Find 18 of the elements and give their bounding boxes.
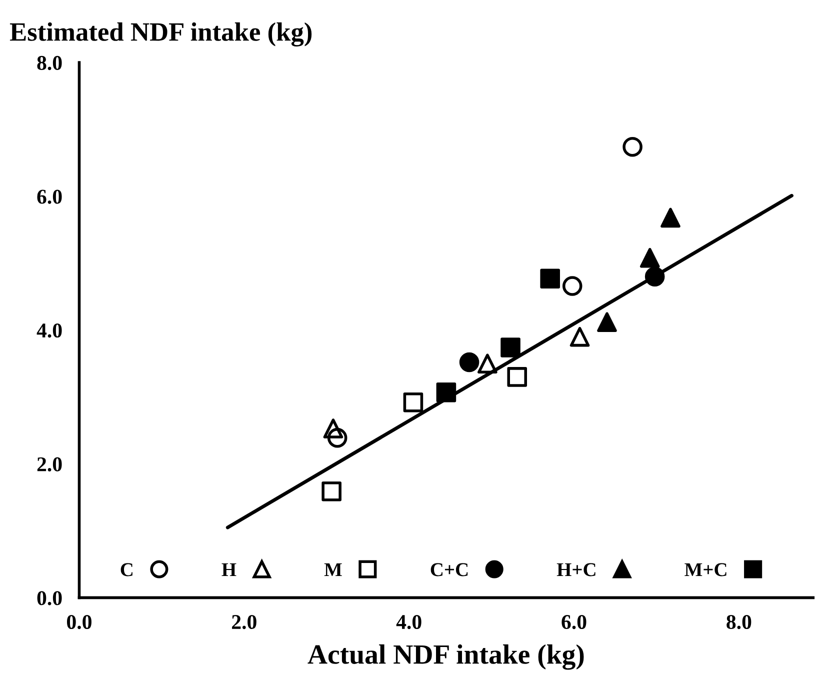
y-tick-label: 6.0 bbox=[37, 190, 62, 204]
legend-label: C+C bbox=[430, 563, 468, 576]
x-tick-label: 6.0 bbox=[562, 614, 586, 630]
x-tick-label: 0.0 bbox=[67, 614, 92, 630]
legend-label: H bbox=[222, 563, 236, 576]
y-tick-label: 0.0 bbox=[37, 591, 62, 606]
legend-label: M bbox=[324, 563, 342, 576]
x-tick-label: 4.0 bbox=[396, 614, 422, 630]
legend-label: C bbox=[120, 563, 132, 576]
y-axis-title: Estimated NDF intake (kg) bbox=[10, 22, 312, 46]
x-tick-label: 2.0 bbox=[232, 614, 256, 630]
x-axis-title: Actual NDF intake (kg) bbox=[308, 644, 584, 670]
x-tick-label: 8.0 bbox=[726, 614, 752, 630]
y-tick-label: 8.0 bbox=[37, 56, 62, 70]
legend-label: H+C bbox=[556, 563, 596, 576]
y-tick-label: 2.0 bbox=[37, 457, 62, 472]
y-tick-label: 4.0 bbox=[36, 324, 62, 338]
legend-label: M+C bbox=[684, 563, 726, 576]
